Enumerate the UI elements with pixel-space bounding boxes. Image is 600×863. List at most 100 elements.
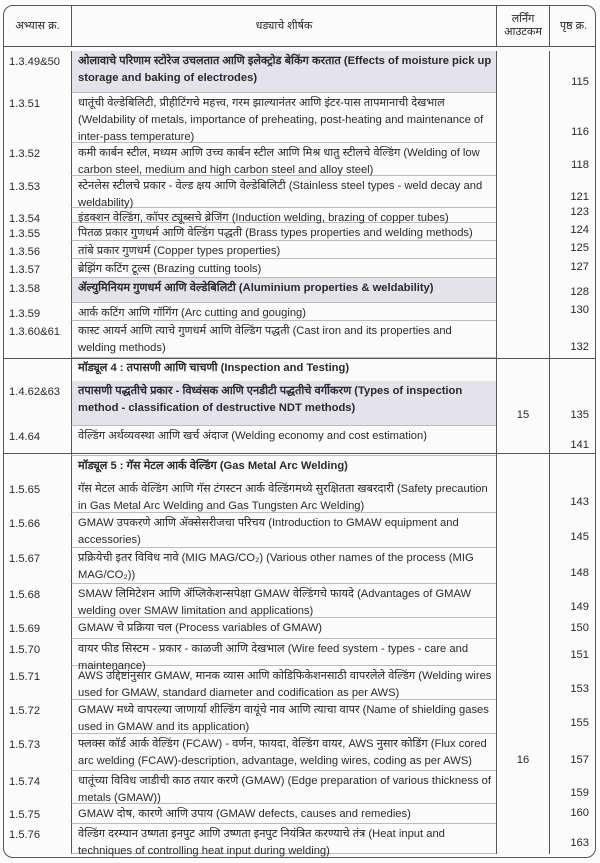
exercise-no: 1.5.73 — [9, 739, 41, 751]
exercise-no: 1.3.49&50 — [9, 56, 61, 68]
toc-row: 1.5.75 GMAW दोष, कारणे आणि उपाय (GMAW def… — [4, 804, 595, 824]
toc-row: 1.5.76 वेल्डिंग दरम्यान उष्णता इनपुट आणि … — [4, 824, 595, 857]
learning-outcome — [496, 666, 549, 700]
learning-outcome — [496, 208, 549, 223]
exercise-no: 1.3.54 — [9, 213, 41, 225]
toc-row: 1.3.49&50 ओलावाचे परिणाम स्टोरेज उचलतात आ… — [4, 51, 595, 93]
lesson-title: ॲल्युमिनियम गुणधर्म आणि वेल्डेबिलिटी (Al… — [71, 278, 496, 303]
exercise-no: 1.3.53 — [9, 181, 41, 193]
exercise-no: 1.5.70 — [9, 644, 41, 656]
lesson-title: इंडक्शन वेल्डिंग, कॉपर ट्यूब्सचे ब्रेजिं… — [71, 208, 496, 224]
learning-outcome — [496, 804, 549, 824]
toc-row: 1.5.65 गॅस मेटल आर्क वेल्डिंग आणि गॅस टंग… — [4, 479, 595, 513]
lesson-title: SMAW लिमिटेशन आणि ॲप्लिकेशन्सपेक्षा GMAW… — [71, 584, 496, 618]
learning-outcome — [496, 241, 549, 259]
table-header: अभ्यास क्र. धड्याचे शीर्षक लर्निंग आउटकम… — [4, 6, 595, 47]
toc-row: 1.5.68 SMAW लिमिटेशन आणि ॲप्लिकेशन्सपेक्ष… — [4, 584, 595, 618]
lesson-title: कास्ट आयर्न आणि त्याचे गुणधर्म आणि वेल्ड… — [71, 321, 496, 358]
exercise-no — [4, 456, 71, 479]
page-no — [549, 358, 595, 381]
header-title: धड्याचे शीर्षक — [71, 6, 496, 46]
lesson-title: फ्लक्स कॉर्ड आर्क वेल्डिंग (FCAW) - वर्ण… — [71, 734, 496, 771]
page-no: 148 — [549, 548, 595, 584]
page-no: 149 — [549, 584, 595, 618]
learning-outcome — [496, 321, 549, 358]
toc-row: 1.3.52 कमी कार्बन स्टील, मध्यम आणि उच्च क… — [4, 143, 595, 176]
learning-outcome — [496, 618, 549, 639]
page-no: 125 — [549, 241, 595, 259]
lesson-title: GMAW मध्ये वापरल्या जाणार्या शील्डिंग वा… — [71, 700, 496, 734]
exercise-no: 1.3.60&61 — [9, 326, 61, 338]
toc-row: 1.4.62&63 तपासणी पद्धतीचे प्रकार - विध्वं… — [4, 381, 595, 426]
lesson-title: AWS उद्दिष्टांनुसार GMAW, मानक व्यास आणि… — [71, 666, 496, 700]
page-no: 155 — [549, 700, 595, 734]
learning-outcome — [496, 456, 549, 479]
page-no: 145 — [549, 513, 595, 548]
lesson-title: GMAW चे प्रक्रिया चल (Process variables … — [71, 618, 496, 639]
learning-outcome — [496, 824, 549, 854]
toc-row: 1.3.57 ब्रेझिंग कटिंग टूल्स (Brazing cutt… — [4, 259, 595, 278]
exercise-no: 1.4.64 — [9, 431, 41, 443]
toc-row: 1.3.55 पितळ प्रकार गुणधर्म आणि वेल्डिंग प… — [4, 223, 595, 241]
exercise-no: 1.5.71 — [9, 671, 41, 683]
exercise-no: 1.5.74 — [9, 776, 41, 788]
toc-row: 1.5.67 प्रक्रियेची इतर विविध नावे (MIG MA… — [4, 548, 595, 584]
lesson-title: स्टेनलेस स्टीलचे प्रकार - वेल्ड क्षय आणि… — [71, 176, 496, 209]
exercise-no: 1.5.65 — [9, 484, 41, 496]
header-exercise-no: अभ्यास क्र. — [15, 19, 60, 32]
page-no: 141 — [549, 426, 595, 456]
module-heading-row: मॉड्यूल 4 : तपासणी आणि चाचणी (Inspection… — [4, 358, 595, 381]
page-no: 143 — [549, 479, 595, 513]
lesson-title: GMAW दोष, कारणे आणि उपाय (GMAW defects, … — [71, 804, 496, 824]
page-no: 163 — [549, 824, 595, 854]
toc-row: 1.5.74 धातूंच्या विविध जाडीची काठ तयार कर… — [4, 771, 595, 804]
learning-outcome: 15 — [496, 381, 549, 426]
exercise-no: 1.3.59 — [9, 308, 41, 320]
lesson-title: धातूंची वेल्डेबिलिटी, प्रीहीटिंगचे महत्त… — [71, 93, 496, 143]
lesson-title: प्रक्रियेची इतर विविध नावे (MIG MAG/CO₂)… — [71, 548, 496, 584]
page-no: 157 — [549, 734, 595, 771]
lesson-title: पितळ प्रकार गुणधर्म आणि वेल्डिंग पद्धती … — [71, 223, 496, 241]
learning-outcome — [496, 426, 549, 456]
exercise-no: 1.5.69 — [9, 623, 41, 635]
exercise-no: 1.5.67 — [9, 553, 41, 565]
learning-outcome — [496, 93, 549, 143]
page-no: 153 — [549, 666, 595, 700]
learning-outcome — [496, 513, 549, 548]
lesson-title: धातूंच्या विविध जाडीची काठ तयार करणे (GM… — [71, 771, 496, 804]
exercise-no: 1.5.76 — [9, 829, 41, 841]
exercise-no: 1.5.66 — [9, 518, 41, 530]
toc-row: 1.5.72 GMAW मध्ये वापरल्या जाणार्या शील्ड… — [4, 700, 595, 734]
learning-outcome — [496, 548, 549, 584]
toc-row: 1.3.51 धातूंची वेल्डेबिलिटी, प्रीहीटिंगचे… — [4, 93, 595, 143]
module-divider — [4, 453, 595, 454]
lesson-title: वेल्डिंग दरम्यान उष्णता इनपुट आणि उष्णता… — [71, 824, 496, 857]
exercise-no: 1.3.51 — [9, 98, 41, 110]
page-no: 121 — [549, 176, 595, 208]
learning-outcome — [496, 479, 549, 513]
lesson-title: तपासणी पद्धतीचे प्रकार - विध्वंसक आणि एन… — [71, 381, 496, 426]
learning-outcome — [496, 278, 549, 303]
exercise-no: 1.5.68 — [9, 589, 41, 601]
header-page-no: पृष्ठ क्र. — [549, 6, 595, 46]
page-no: 159 — [549, 771, 595, 804]
learning-outcome — [496, 358, 549, 381]
page-no: 160 — [549, 804, 595, 824]
table-of-contents: अभ्यास क्र. धड्याचे शीर्षक लर्निंग आउटकम… — [3, 5, 596, 858]
lesson-title: गॅस मेटल आर्क वेल्डिंग आणि गॅस टंगस्टन आ… — [71, 479, 496, 513]
learning-outcome — [496, 51, 549, 93]
lesson-title: ओलावाचे परिणाम स्टोरेज उचलतात आणि इलेक्ट… — [71, 51, 496, 93]
page-no: 150 — [549, 618, 595, 639]
exercise-no: 1.5.75 — [9, 809, 41, 821]
page-no: 151 — [549, 639, 595, 666]
page-no: 118 — [549, 143, 595, 176]
learning-outcome — [496, 771, 549, 804]
lesson-title: वायर फीड सिस्टम - प्रकार - काळजी आणि देख… — [71, 639, 496, 672]
exercise-no: 1.4.62&63 — [9, 386, 61, 398]
toc-row: 1.5.70 वायर फीड सिस्टम - प्रकार - काळजी आ… — [4, 639, 595, 672]
learning-outcome — [496, 303, 549, 321]
lesson-title: आर्क कटिंग आणि गॉगिंग (Arc cutting and g… — [71, 303, 496, 321]
learning-outcome — [496, 584, 549, 618]
toc-row: 1.3.59 आर्क कटिंग आणि गॉगिंग (Arc cutting… — [4, 303, 595, 321]
page-no — [549, 456, 595, 479]
